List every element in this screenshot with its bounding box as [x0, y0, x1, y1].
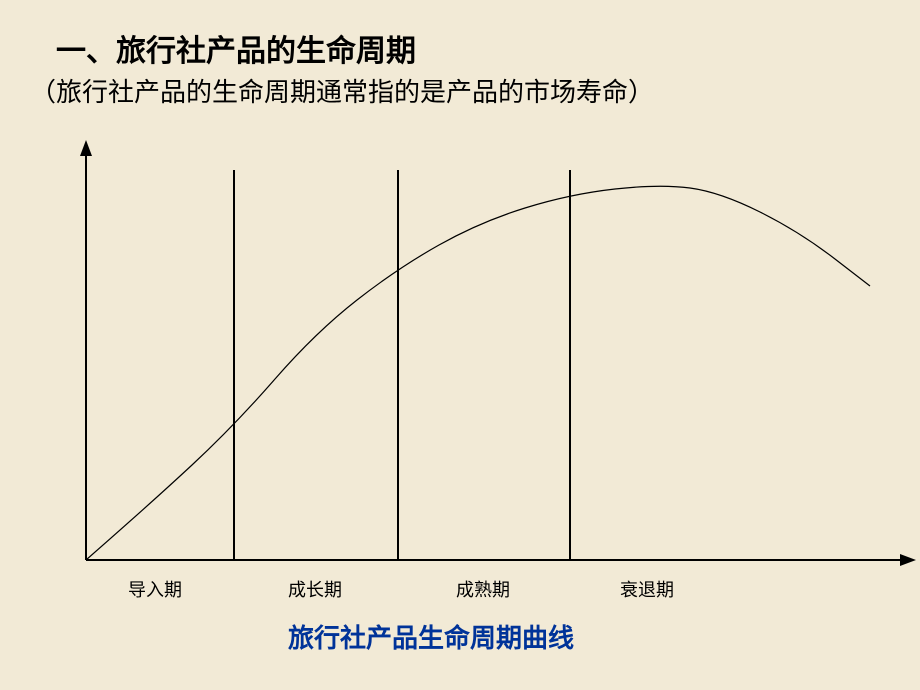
- phase-label-3: 衰退期: [620, 576, 674, 602]
- phase-label-1: 成长期: [288, 576, 342, 602]
- phase-label-2: 成熟期: [456, 576, 510, 602]
- phase-label-0: 导入期: [128, 576, 182, 602]
- slide: 一、旅行社产品的生命周期 （旅行社产品的生命周期通常指的是产品的市场寿命） 旅行…: [0, 0, 920, 690]
- chart-caption: 旅行社产品生命周期曲线: [288, 618, 574, 655]
